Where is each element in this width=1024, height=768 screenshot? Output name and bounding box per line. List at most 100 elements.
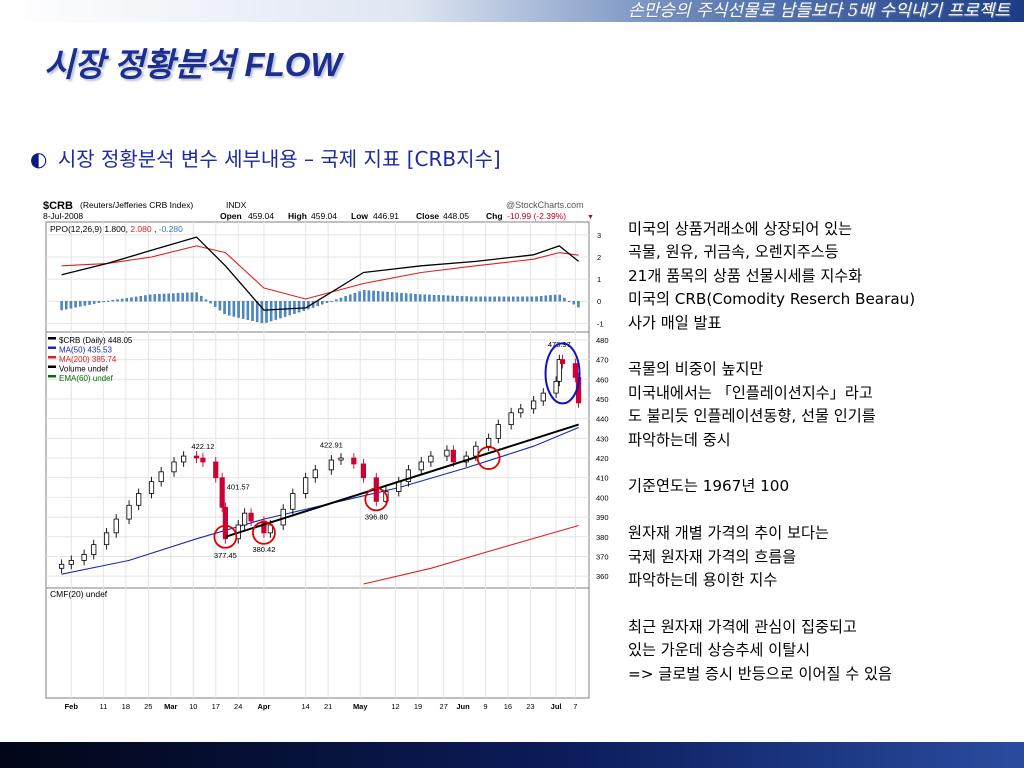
candle-up bbox=[242, 512, 248, 526]
x-tick-label: May bbox=[353, 702, 368, 711]
candle-up bbox=[495, 424, 501, 439]
legend-entry: MA(50) 435.53 bbox=[59, 346, 112, 355]
ppo-histogram-bar bbox=[181, 292, 184, 302]
x-tick-label: 17 bbox=[212, 702, 220, 711]
ppo-histogram-bar bbox=[209, 301, 212, 304]
ppo-histogram-bar bbox=[125, 298, 129, 302]
ppo-y-tick: 0 bbox=[597, 297, 601, 306]
price-y-tick: 380 bbox=[596, 533, 609, 542]
candle-up bbox=[556, 359, 562, 382]
ppo-indicator bbox=[60, 236, 580, 324]
low-label: Low bbox=[351, 211, 368, 221]
ppo-histogram-bar bbox=[563, 297, 566, 302]
price-annotation: 396.80 bbox=[365, 513, 388, 522]
candle-down bbox=[351, 457, 357, 465]
description-paragraph: 최근 원자재 가격에 관심이 집중되고 있는 가운데 상승추세 이탈시 => 글로벌… bbox=[628, 616, 1016, 686]
candle-up bbox=[290, 493, 296, 510]
ppo-histogram-bar bbox=[344, 296, 347, 302]
chart-date: 8-Jul-2008 bbox=[43, 211, 83, 221]
x-tick-label: Apr bbox=[257, 702, 270, 711]
ppo-histogram-bar bbox=[176, 293, 180, 302]
candle-up bbox=[553, 380, 559, 394]
description-line: 21개 품목의 상품 선물시세를 지수화 bbox=[628, 266, 863, 285]
ppo-histogram-bar bbox=[409, 293, 413, 302]
candle-up bbox=[81, 554, 87, 561]
candle-down bbox=[193, 455, 200, 459]
low-value: 446.91 bbox=[373, 211, 399, 221]
ppo-histogram-bar bbox=[237, 301, 240, 318]
ppo-histogram-bar bbox=[428, 294, 431, 302]
legend-swatch bbox=[48, 337, 56, 340]
ppo-histogram-bar bbox=[269, 301, 273, 322]
description-line: 도 불리듯 인플레이션동향, 선물 인기를 bbox=[628, 407, 876, 426]
ppo-histogram-bar bbox=[120, 298, 124, 302]
ppo-histogram-bar bbox=[162, 293, 166, 302]
x-tick-label: Mar bbox=[164, 702, 177, 711]
description-line: 미국의 CRB(Comodity Reserch Bearau) bbox=[628, 290, 916, 309]
top-highlight-ellipse bbox=[544, 342, 581, 405]
candle-up bbox=[148, 481, 155, 494]
candle-up bbox=[113, 518, 119, 534]
candle-up bbox=[508, 412, 514, 425]
subtitle-text: 시장 정황분석 변수 세부내용 – 국제 지표 [CRB지수] bbox=[57, 147, 501, 171]
ppo-histogram-bar bbox=[218, 301, 222, 311]
ppo-histogram-bar bbox=[74, 301, 77, 308]
ppo-histogram-bar bbox=[446, 295, 450, 302]
touch-point-circle bbox=[213, 524, 238, 549]
price-y-tick: 450 bbox=[596, 395, 609, 404]
price-annotation: 422.91 bbox=[320, 440, 343, 449]
candle-up bbox=[312, 469, 318, 479]
price-annotation: 377.45 bbox=[214, 551, 237, 560]
price-y-tick: 400 bbox=[596, 493, 609, 502]
x-tick-label: 18 bbox=[122, 702, 130, 711]
subtitle: ◐ 시장 정황분석 변수 세부내용 – 국제 지표 [CRB지수] bbox=[30, 143, 501, 172]
ppo-y-tick: 1 bbox=[597, 275, 601, 284]
ppo-histogram-bar bbox=[530, 296, 534, 302]
ppo-histogram-bar bbox=[381, 291, 385, 302]
candle-up bbox=[486, 437, 492, 447]
ppo-y-tick: 3 bbox=[597, 231, 601, 240]
ppo-histogram-bar bbox=[395, 292, 399, 302]
candle-up bbox=[418, 461, 424, 471]
ppo-histogram-bar bbox=[493, 296, 496, 302]
ppo-histogram-bar bbox=[460, 296, 464, 302]
x-tick-label: Feb bbox=[65, 702, 79, 711]
ppo-histogram-bar bbox=[577, 301, 580, 308]
ppo-line bbox=[61, 236, 580, 311]
ppo-y-tick: 2 bbox=[597, 253, 601, 262]
ppo-histogram-bar bbox=[349, 294, 352, 302]
price-y-tick: 470 bbox=[596, 356, 609, 365]
ppo-histogram-bar bbox=[516, 296, 520, 302]
ppo-histogram-bar bbox=[102, 301, 105, 302]
chart-symbol: $CRB bbox=[43, 200, 73, 212]
axes: 4804704604504404304204104003903803703603… bbox=[65, 231, 609, 711]
ppo-histogram-bar bbox=[139, 296, 143, 302]
ppo-histogram-bar bbox=[92, 301, 96, 304]
ppo-histogram-bar bbox=[255, 301, 259, 322]
slide-title: 시장 정황분석 FLOW bbox=[44, 46, 342, 83]
ppo-histogram-bar bbox=[251, 301, 254, 321]
ppo-histogram-bar bbox=[97, 301, 101, 303]
price-annotation: 422.12 bbox=[191, 442, 214, 451]
ppo-histogram-bar bbox=[502, 296, 506, 302]
ppo-histogram-bar bbox=[423, 294, 427, 302]
ppo-legend-sep: , bbox=[154, 224, 156, 234]
candle-up bbox=[91, 544, 97, 555]
ppo-histogram-bar bbox=[474, 296, 478, 302]
ppo-histogram-bar bbox=[367, 290, 371, 302]
x-tick-label: 25 bbox=[144, 702, 152, 711]
candle-down bbox=[450, 449, 456, 463]
x-tick-label: 21 bbox=[324, 702, 332, 711]
top-banner: 손만승의 주식선물로 남들보다 5배 수익내기 프로젝트 bbox=[0, 0, 1024, 22]
ppo-histogram-bar bbox=[521, 296, 524, 302]
ppo-histogram-bar bbox=[535, 296, 538, 302]
ppo-histogram-bar bbox=[69, 301, 73, 309]
ppo-histogram-bar bbox=[414, 294, 417, 302]
candle-up bbox=[405, 469, 412, 483]
description-paragraph: 미국의 상품거래소에 상장되어 있는 곡물, 원유, 귀금속, 오렌지주스등 21개… bbox=[628, 218, 1016, 335]
ppo-histogram-bar bbox=[335, 299, 338, 302]
crb-chart-svg: $CRB (Reuters/Jefferies CRB Index) INDX … bbox=[43, 200, 609, 711]
description-line: 사가 매일 발표 bbox=[628, 313, 722, 332]
description-line: 미국내에서는 「인플레이션지수」라고 bbox=[628, 383, 873, 402]
x-tick-label: 19 bbox=[414, 702, 422, 711]
